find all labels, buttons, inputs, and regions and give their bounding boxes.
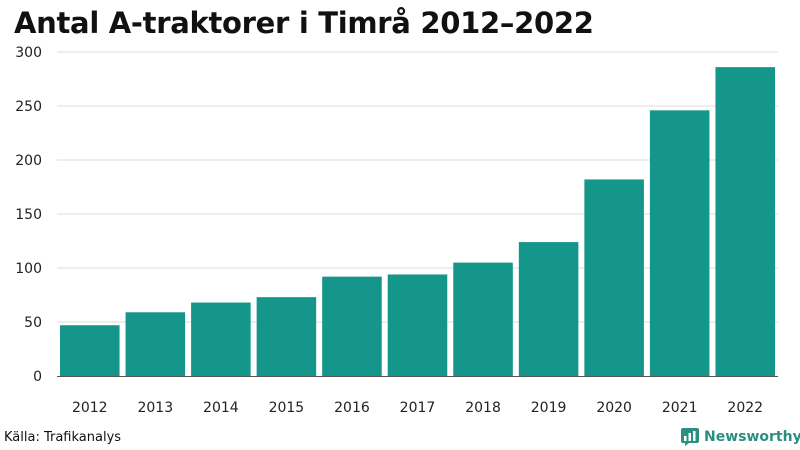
bar-2013: [125, 312, 186, 376]
bar-2014: [191, 302, 251, 376]
x-tick-label: 2018: [465, 400, 501, 416]
y-axis-ticks: 0 50 100 150 200 250 300: [15, 45, 42, 385]
bar-2020: [584, 179, 644, 376]
y-tick-label: 0: [33, 369, 42, 385]
x-tick-label: 2012: [72, 400, 108, 416]
bar-2015: [256, 297, 317, 376]
x-tick-label: 2022: [727, 400, 763, 416]
bar-2018: [453, 262, 513, 376]
y-tick-label: 150: [15, 207, 42, 223]
x-tick-label: 2013: [137, 400, 173, 416]
bars: [60, 67, 775, 377]
y-tick-label: 50: [24, 315, 42, 331]
y-tick-label: 100: [15, 261, 42, 277]
y-tick-label: 300: [15, 45, 42, 61]
bar-2021: [649, 110, 710, 376]
brand-name: Newsworthy: [704, 429, 800, 445]
bar-2017: [387, 274, 448, 376]
y-tick-label: 250: [15, 99, 42, 115]
y-tick-label: 200: [15, 153, 42, 169]
x-tick-label: 2020: [596, 400, 632, 416]
bar-2012: [60, 325, 120, 376]
chart-title: Antal A-traktorer i Timrå 2012–2022: [14, 6, 594, 40]
x-tick-label: 2021: [662, 400, 698, 416]
newsworthy-logo-icon: [681, 428, 699, 446]
x-tick-label: 2016: [334, 400, 370, 416]
brand-logo: Newsworthy: [680, 427, 800, 447]
bar-2022: [715, 67, 775, 377]
bar-2016: [322, 276, 382, 376]
bar-2019: [518, 242, 579, 376]
x-tick-label: 2019: [531, 400, 567, 416]
x-tick-label: 2015: [269, 400, 305, 416]
source-note: Källa: Trafikanalys: [4, 430, 122, 445]
x-axis-ticks: 2012 2013 2014 2015 2016 2017 2018 2019 2020 2021…: [72, 400, 763, 416]
x-tick-label: 2014: [203, 400, 239, 416]
x-tick-label: 2017: [400, 400, 436, 416]
